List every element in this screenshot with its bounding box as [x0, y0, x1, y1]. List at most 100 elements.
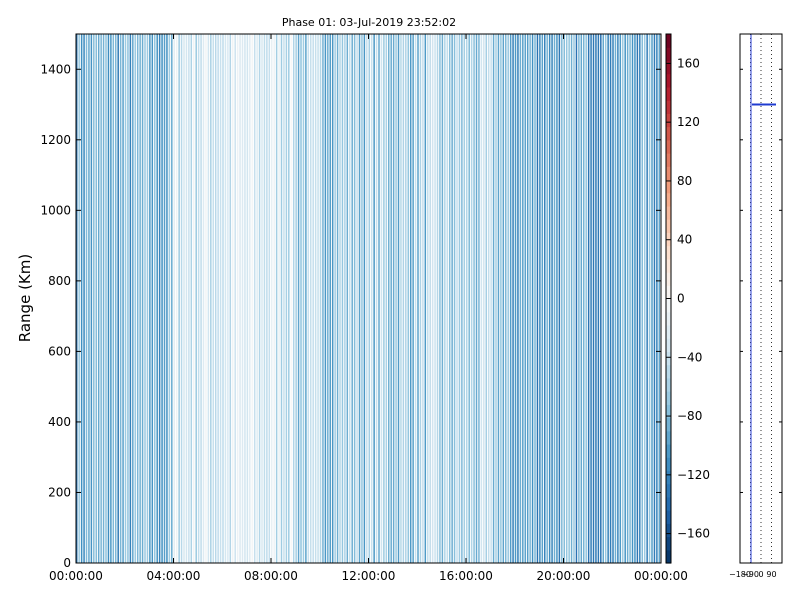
heatmap-column: [461, 34, 463, 563]
heatmap-column: [146, 34, 149, 563]
colorbar-tick-label: 0: [677, 292, 685, 306]
heatmap-column: [173, 34, 176, 563]
heatmap-column: [278, 34, 280, 563]
colorbar-segment: [666, 285, 671, 300]
heatmap-column: [546, 34, 548, 563]
phase-heatmap: [76, 34, 661, 563]
heatmap-column: [78, 34, 80, 563]
heatmap-column: [580, 34, 583, 563]
heatmap-column: [188, 34, 190, 563]
heatmap-column: [478, 34, 480, 563]
colorbar-segment: [666, 311, 671, 326]
heatmap-column: [392, 34, 395, 563]
heatmap-column: [624, 34, 626, 563]
heatmap-column: [292, 34, 295, 563]
heatmap-column: [468, 34, 470, 563]
heatmap-column: [368, 34, 371, 563]
heatmap-column: [154, 34, 156, 563]
heatmap-column: [217, 34, 219, 563]
heatmap-column: [439, 34, 441, 563]
heatmap-column: [232, 34, 234, 563]
heatmap-column: [122, 34, 124, 563]
heatmap-column: [385, 34, 388, 563]
heatmap-column: [356, 34, 358, 563]
x-tick-label: 04:00:00: [147, 569, 201, 583]
heatmap-column: [509, 34, 512, 563]
heatmap-column: [541, 34, 544, 563]
colorbar-segment: [666, 245, 671, 260]
heatmap-column: [473, 34, 475, 563]
heatmap-column: [565, 34, 568, 563]
heatmap-column: [453, 34, 456, 563]
heatmap-column: [88, 34, 90, 563]
heatmap-column: [185, 34, 188, 563]
heatmap-column: [563, 34, 566, 563]
heatmap-column: [136, 34, 139, 563]
heatmap-column: [249, 34, 251, 563]
heatmap-column: [266, 34, 268, 563]
side-x-tick-label: −180: [729, 570, 751, 579]
heatmap-column: [144, 34, 146, 563]
colorbar-segment: [666, 113, 671, 128]
heatmap-column: [93, 34, 95, 563]
heatmap-column: [431, 34, 434, 563]
heatmap-column: [636, 34, 639, 563]
heatmap-column: [239, 34, 241, 563]
heatmap-column: [534, 34, 536, 563]
heatmap-column: [470, 34, 473, 563]
heatmap-column: [263, 34, 266, 563]
heatmap-column: [222, 34, 224, 563]
side-x-tick-label: −90: [742, 570, 759, 579]
heatmap-column: [324, 34, 327, 563]
heatmap-column: [331, 34, 334, 563]
heatmap-column: [193, 34, 195, 563]
heatmap-column: [341, 34, 344, 563]
heatmap-column: [658, 34, 661, 563]
y-tick-label: 200: [48, 485, 71, 499]
y-tick-label: 1400: [40, 62, 71, 76]
colorbar-segment: [666, 153, 671, 167]
heatmap-column: [80, 34, 83, 563]
heatmap-column: [214, 34, 217, 563]
heatmap-column: [622, 34, 624, 563]
heatmap-column: [590, 34, 592, 563]
x-tick-label: 20:00:00: [537, 569, 591, 583]
colorbar-segment: [666, 351, 671, 366]
heatmap-column: [363, 34, 366, 563]
heatmap-column: [349, 34, 351, 563]
colorbar-segment: [666, 298, 671, 313]
heatmap-column: [607, 34, 609, 563]
heatmap-column: [492, 34, 495, 563]
heatmap-column: [302, 34, 305, 563]
x-tick-label: 08:00:00: [244, 569, 298, 583]
heatmap-column: [97, 34, 100, 563]
heatmap-column: [285, 34, 288, 563]
heatmap-column: [619, 34, 622, 563]
heatmap-column: [256, 34, 258, 563]
heatmap-column: [651, 34, 653, 563]
heatmap-column: [346, 34, 349, 563]
heatmap-column: [597, 34, 600, 563]
colorbar-segment: [666, 258, 671, 273]
heatmap-column: [322, 34, 324, 563]
heatmap-column: [297, 34, 300, 563]
y-tick-label: 0: [63, 556, 71, 570]
heatmap-column: [288, 34, 290, 563]
heatmap-column: [412, 34, 414, 563]
heatmap-column: [100, 34, 102, 563]
heatmap-column: [112, 34, 115, 563]
heatmap-column: [139, 34, 141, 563]
heatmap-column: [602, 34, 605, 563]
colorbar-tick-label: −40: [677, 350, 702, 364]
y-tick-label: 1200: [40, 133, 71, 147]
y-axis-label: Range (Km): [16, 254, 34, 342]
heatmap-column: [310, 34, 312, 563]
chart-title: Phase 01: 03-Jul-2019 23:52:02: [282, 16, 456, 29]
heatmap-column: [531, 34, 534, 563]
heatmap-column: [156, 34, 158, 563]
heatmap-column: [429, 34, 431, 563]
heatmap-column: [383, 34, 385, 563]
heatmap-column: [329, 34, 332, 563]
heatmap-column: [202, 34, 205, 563]
colorbar-segment: [666, 443, 671, 458]
